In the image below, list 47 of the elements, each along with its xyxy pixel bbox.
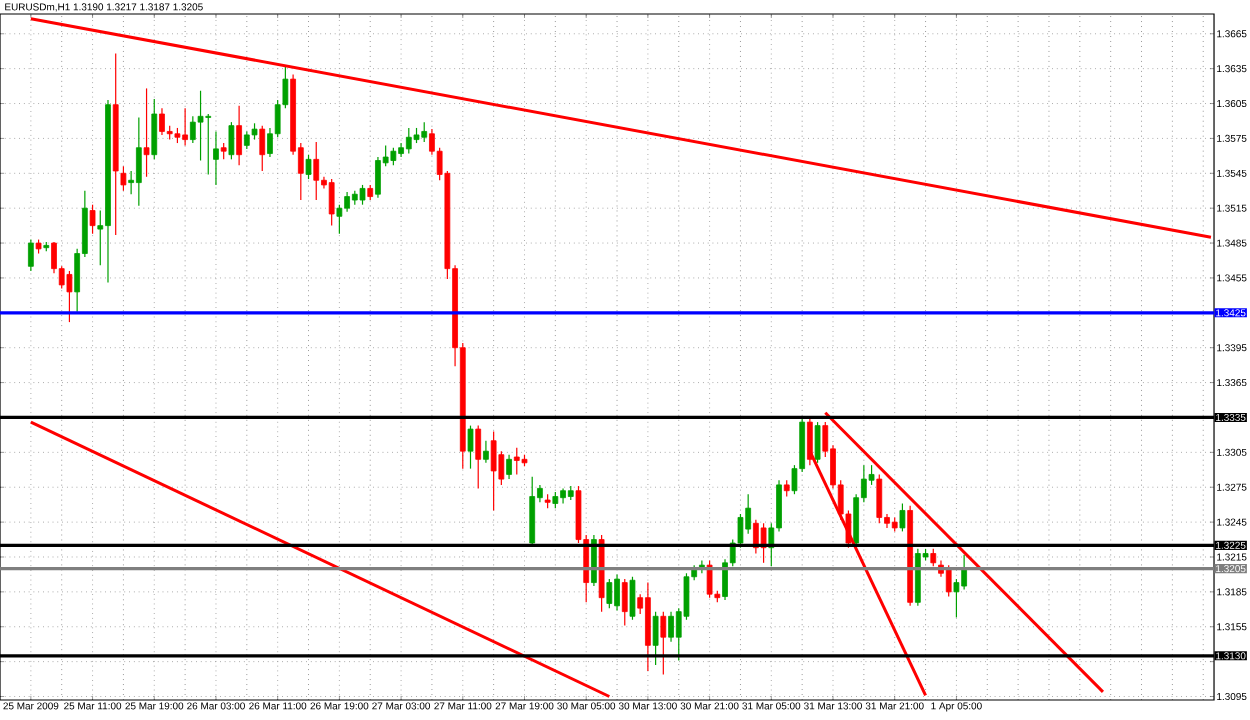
candlestick: [421, 121, 428, 143]
candlestick: [899, 502, 906, 533]
candlestick: [197, 90, 204, 162]
candlestick: [189, 115, 196, 144]
candlestick: [135, 116, 142, 207]
candlestick: [621, 578, 628, 627]
candlestick: [629, 576, 636, 621]
candlestick: [945, 564, 952, 598]
candlestick: [375, 156, 381, 199]
candlestick: [27, 238, 34, 272]
candlestick: [159, 107, 165, 136]
candlestick: [606, 578, 613, 609]
candlestick: [213, 130, 219, 186]
candlestick: [513, 447, 520, 476]
candlestick: [344, 191, 350, 213]
candlestick: [328, 178, 335, 227]
candlestick: [205, 113, 212, 176]
candlestick: [405, 127, 412, 155]
candlestick: [228, 121, 235, 160]
candlestick: [529, 476, 536, 546]
candlestick: [490, 430, 497, 512]
candlestick: [706, 559, 713, 599]
candlestick: [143, 87, 150, 178]
candlestick: [151, 98, 158, 160]
candlestick: [236, 105, 242, 166]
candlestick: [313, 141, 320, 201]
candlestick: [305, 154, 312, 180]
candlestick: [614, 573, 620, 612]
candlestick: [89, 204, 96, 235]
candlestick: [814, 421, 821, 464]
candlestick: [359, 184, 366, 206]
candlestick: [645, 581, 651, 672]
candlestick: [506, 454, 512, 480]
candlestick: [467, 425, 474, 470]
candlestick: [961, 554, 967, 591]
candlestick: [876, 473, 883, 524]
candlestick: [259, 125, 266, 172]
candlestick: [336, 204, 343, 235]
candlestick: [120, 165, 127, 192]
candlestick: [66, 270, 73, 323]
candlestick: [483, 440, 489, 464]
candlestick: [652, 611, 659, 666]
candlestick: [660, 611, 667, 676]
candlestick: [182, 107, 188, 146]
candlestick: [753, 519, 759, 555]
candlestick: [475, 425, 482, 489]
candlestick: [668, 611, 674, 643]
